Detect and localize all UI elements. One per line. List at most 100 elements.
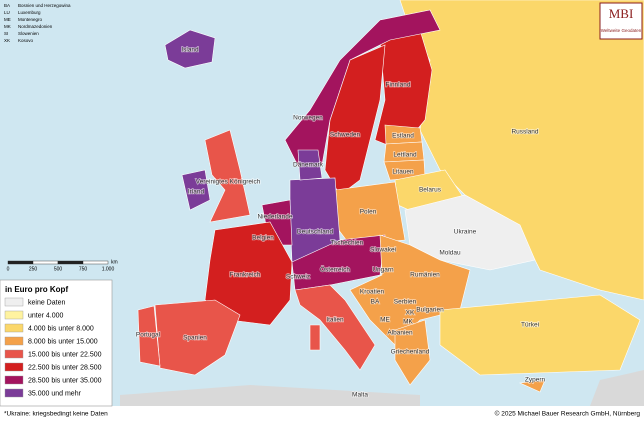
- region-label: Lettland: [393, 152, 417, 159]
- legend-label: 35.000 und mehr: [28, 390, 82, 397]
- region: [324, 44, 386, 196]
- abbr-code: SI: [4, 31, 8, 36]
- scale-tick: 0: [7, 266, 10, 272]
- scale-tick: 1.000: [102, 266, 115, 272]
- place-label: Slowakei: [370, 247, 396, 254]
- africa: [120, 385, 420, 406]
- region-label: Türkei: [521, 322, 539, 329]
- region-label: Finnland: [386, 82, 411, 89]
- legend-swatch: [4, 362, 24, 372]
- footer-copyright: © 2025 Michael Bauer Research GmbH, Nürn…: [495, 410, 641, 418]
- abbr-code: XK: [4, 38, 10, 43]
- place-label: Malta: [352, 392, 368, 399]
- legend-label: 15.000 bis unter 22.500: [28, 351, 102, 358]
- region-label: Estland: [392, 133, 414, 140]
- region-label: Litauen: [392, 169, 414, 176]
- region-label: Ukraine: [454, 229, 477, 236]
- place-label: Moldau: [439, 250, 461, 257]
- legend-label: unter 4.000: [28, 312, 64, 319]
- region: [154, 299, 241, 376]
- region-label: Griechenland: [391, 349, 430, 356]
- region-label: Schweden: [330, 132, 361, 139]
- region: [294, 284, 376, 371]
- legend-label: 22.500 bis unter 28.500: [28, 364, 102, 371]
- footer-note: *Ukraine: kriegsbedingt keine Daten: [4, 411, 108, 418]
- middle-east: [590, 370, 644, 406]
- legend-swatch: [4, 388, 24, 398]
- region: [164, 29, 216, 69]
- abbr-name: Nordmazedonien: [18, 24, 53, 29]
- scale-segment: [57, 260, 84, 265]
- region-label: Vereinigtes Königreich: [196, 179, 261, 186]
- abbr-name: Montenegro: [18, 17, 43, 22]
- legend-label: 28.500 bis unter 35.000: [28, 377, 102, 384]
- footer-bg: [0, 406, 644, 421]
- legend-swatch: [4, 323, 24, 333]
- abbr-code: BA: [4, 3, 10, 8]
- region-label: Rumänien: [410, 272, 440, 279]
- legend-swatch: [4, 310, 24, 320]
- region-label: Polen: [360, 209, 377, 216]
- place-label: Tschechien: [331, 240, 364, 247]
- place-label: BA: [371, 299, 380, 306]
- place-label: XK: [406, 310, 415, 317]
- country-labels: Russland Finnland Schweden Norwegen Island Es…: [135, 46, 546, 400]
- region: [204, 129, 251, 223]
- logo: MBI Weltweite Geodaten: [599, 2, 643, 40]
- region: [439, 294, 641, 376]
- region: [284, 9, 441, 171]
- abbr-code: LU: [4, 10, 10, 15]
- logo-title: MBI: [609, 6, 634, 21]
- legend-label: 4.000 bis unter 8.000: [28, 325, 94, 332]
- region-label: Belarus: [419, 187, 442, 194]
- legend-label: keine Daten: [28, 299, 65, 306]
- place-label: Albanien: [387, 330, 413, 337]
- legend-swatch: [4, 297, 24, 307]
- region-label: Österreich: [320, 266, 350, 274]
- place-label: MK: [403, 319, 413, 326]
- region-label: Spanien: [183, 335, 207, 342]
- abbr-name: Kosovo: [18, 38, 34, 43]
- place-label: Schweiz: [286, 274, 310, 281]
- legend-label: 8.000 bis unter 15.000: [28, 338, 98, 345]
- region: [204, 221, 293, 326]
- legend-swatch: [4, 349, 24, 359]
- region-label: Deutschland: [297, 229, 334, 236]
- region-label: Portugal: [136, 332, 161, 339]
- region-label: Niederlande: [257, 214, 292, 221]
- place-label: Belgien: [252, 235, 274, 242]
- region-label: Island: [181, 47, 199, 54]
- region: [394, 319, 431, 386]
- scale-tick: 750: [79, 266, 88, 272]
- region-label: Frankreich: [230, 272, 261, 279]
- region-label: Zypern: [525, 377, 546, 384]
- region-label: Dänemark: [293, 162, 324, 169]
- scale-segment: [32, 260, 59, 265]
- region: [137, 305, 161, 367]
- region: [518, 379, 546, 393]
- scale-segment: [82, 260, 109, 265]
- region-label: Russland: [511, 129, 538, 136]
- scale-tick: 500: [54, 266, 63, 272]
- scale-tick: 250: [29, 266, 38, 272]
- place-label: ME: [380, 317, 390, 324]
- region: [349, 234, 471, 346]
- abbr-name: Slowenien: [18, 31, 39, 36]
- region: [181, 169, 211, 211]
- logo-box: [599, 2, 643, 40]
- logo-subtitle: Weltweite Geodaten: [601, 28, 642, 33]
- region-label: Irland: [188, 189, 205, 196]
- legend-swatch: [4, 336, 24, 346]
- place-label: Ungarn: [372, 267, 394, 274]
- region-label: Italien: [326, 317, 344, 324]
- region: [297, 149, 323, 181]
- place-label: Serbien: [394, 299, 417, 306]
- abbreviation-list: BA Bosnien und Herzegowina LU Luxemburg ME Mo…: [4, 3, 71, 43]
- scale-unit: km: [111, 259, 118, 265]
- abbr-name: Luxemburg: [18, 10, 41, 15]
- place-label: Kroatien: [360, 289, 385, 296]
- legend-swatch: [4, 375, 24, 385]
- region-label: Norwegen: [293, 115, 323, 122]
